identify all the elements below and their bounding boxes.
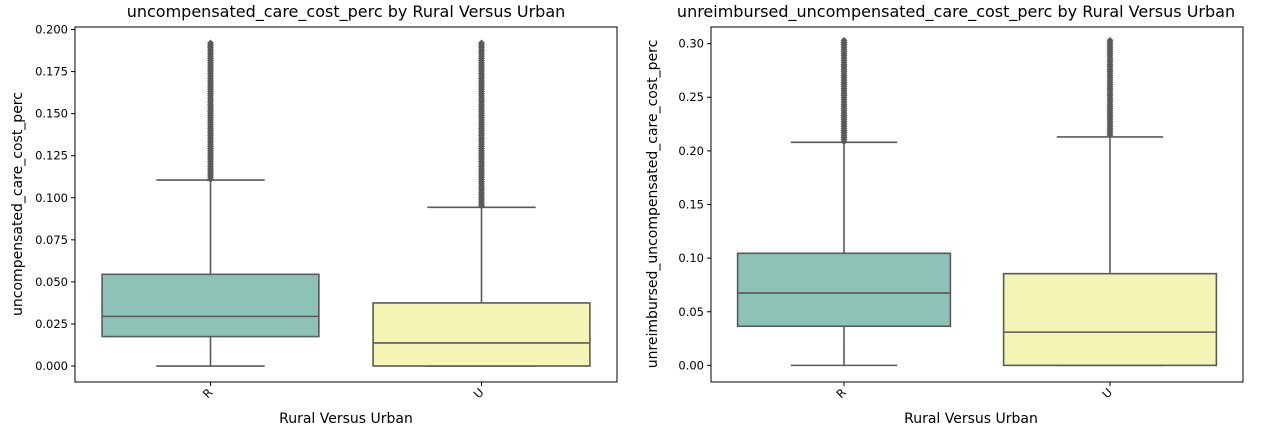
x-axis-label: Rural Versus Urban: [279, 411, 413, 427]
iqr-box: [372, 302, 591, 367]
box-R: [101, 39, 320, 367]
box-U: [1002, 36, 1218, 367]
y-tick-label: 0.075: [35, 233, 68, 247]
iqr-box: [101, 273, 320, 338]
plot-frame: [710, 26, 1244, 383]
y-tick-label: 0.050: [35, 275, 68, 289]
y-tick-label: 0.150: [35, 107, 68, 121]
x-tick-label: U: [1099, 385, 1115, 401]
x-tick-label: U: [471, 385, 487, 401]
y-tick-label: 0.05: [678, 305, 704, 319]
chart-title: unreimbursed_uncompensated_care_cost_per…: [677, 2, 1235, 22]
y-tick-label: 0.175: [35, 65, 68, 79]
iqr-box: [736, 252, 952, 328]
y-tick-label: 0.15: [678, 198, 704, 212]
y-tick-label: 0.25: [678, 90, 704, 104]
x-tick-label: R: [833, 385, 849, 401]
y-tick-label: 0.000: [35, 359, 68, 373]
chart-title: uncompensated_care_cost_perc by Rural Ve…: [127, 2, 566, 22]
x-tick-label: R: [200, 385, 216, 401]
x-axis-label: Rural Versus Urban: [904, 411, 1038, 427]
y-tick-label: 0.200: [35, 23, 68, 37]
y-tick-label: 0.100: [35, 191, 68, 205]
plot-frame: [74, 26, 618, 383]
iqr-box: [1002, 272, 1218, 367]
uncompensated-care-chart: uncompensated_care_cost_perc by Rural Ve…: [10, 2, 618, 427]
y-tick-label: 0.025: [35, 317, 68, 331]
y-axis-label: uncompensated_care_cost_perc: [10, 92, 26, 316]
y-tick-label: 0.10: [678, 251, 704, 265]
unreimbursed-care-chart: unreimbursed_uncompensated_care_cost_per…: [645, 2, 1244, 427]
y-tick-label: 0.30: [678, 37, 704, 51]
y-tick-label: 0.20: [678, 144, 704, 158]
y-tick-label: 0.00: [678, 358, 704, 372]
y-axis-label: unreimbursed_uncompensated_care_cost_per…: [645, 40, 661, 369]
y-tick-label: 0.125: [35, 149, 68, 163]
box-R: [736, 36, 952, 367]
box-U: [372, 39, 591, 367]
